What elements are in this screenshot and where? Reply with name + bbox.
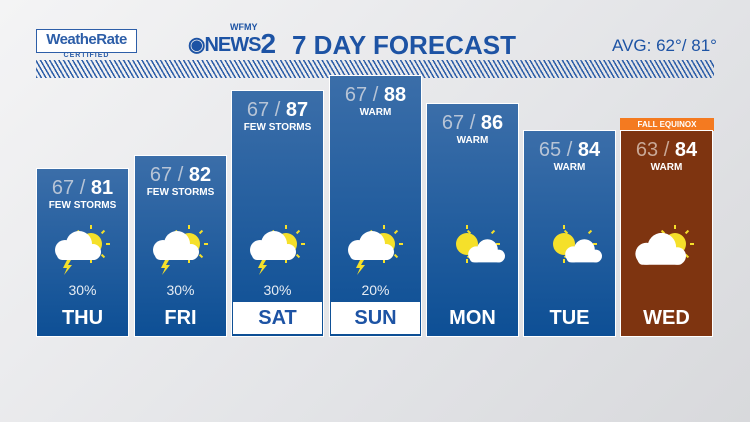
station-logo: WFMY ◉NEWS2 — [188, 22, 276, 59]
low-temp: 67 — [149, 164, 173, 186]
day-card-sat[interactable]: 67 / 87 FEW STORMS 30% SAT — [231, 90, 324, 337]
logo-subtext: CERTIFIED — [63, 52, 110, 59]
day-label: WED — [643, 307, 690, 329]
temps: 67 / 81 — [51, 177, 114, 199]
storm-icon — [153, 225, 208, 275]
partly-cloudy-icon — [635, 225, 694, 265]
brand-number: 2 — [260, 28, 276, 59]
day-card-fri[interactable]: 67 / 82 FEW STORMS 30% FRI — [134, 155, 227, 337]
day-card-thu[interactable]: 67 / 81 FEW STORMS 30% THU — [36, 168, 129, 337]
average-temps: AVG: 62°/ 81° — [612, 36, 717, 55]
storm-icon — [250, 225, 305, 275]
partly-sunny-icon — [553, 225, 602, 263]
high-temp: 81 — [90, 177, 114, 199]
temps: 67 / 87 — [246, 99, 309, 121]
condition: WARM — [650, 162, 683, 173]
stripe-divider — [36, 60, 714, 78]
high-temp: 82 — [188, 164, 212, 186]
condition: WARM — [456, 135, 489, 146]
fall-equinox-tag: FALL EQUINOX — [620, 118, 714, 131]
precip-chance: 30% — [166, 282, 195, 298]
condition: FEW STORMS — [48, 200, 117, 211]
high-temp: 84 — [577, 139, 601, 161]
brand-top: WFMY — [230, 22, 258, 32]
brand-name: NEWS — [204, 34, 261, 56]
weatherate-logo: WeatheRate CERTIFIED — [36, 29, 137, 59]
temps: 63 / 84 — [635, 139, 698, 161]
low-temp: 67 — [51, 177, 75, 199]
day-label: TUE — [549, 307, 590, 329]
day-card-mon[interactable]: 67 / 86 WARM MON — [426, 103, 519, 337]
high-temp: 88 — [383, 84, 407, 106]
day-label: THU — [61, 307, 104, 329]
partly-sunny-icon — [456, 225, 505, 263]
precip-chance: 30% — [68, 282, 97, 298]
page-title: 7 DAY FORECAST — [292, 30, 516, 60]
low-temp: 63 — [635, 139, 659, 161]
day-card-tue[interactable]: 65 / 84 WARM TUE — [523, 130, 616, 337]
high-temp: 86 — [480, 112, 504, 134]
day-label: SUN — [331, 302, 420, 334]
low-temp: 67 — [246, 99, 270, 121]
day-label: SAT — [233, 302, 322, 334]
high-temp: 87 — [285, 99, 309, 121]
low-temp: 65 — [538, 139, 562, 161]
low-temp: 67 — [441, 112, 465, 134]
precip-chance: 20% — [361, 282, 390, 298]
day-card-wed[interactable]: 63 / 84 WARM WED — [620, 130, 713, 337]
precip-chance: 30% — [263, 282, 292, 298]
condition: WARM — [359, 107, 392, 118]
temps: 67 / 82 — [149, 164, 212, 186]
storm-icon — [55, 225, 110, 275]
temps: 67 / 86 — [441, 112, 504, 134]
high-temp: 84 — [674, 139, 698, 161]
day-label: FRI — [164, 307, 197, 329]
temps: 65 / 84 — [538, 139, 601, 161]
temps: 67 / 88 — [344, 84, 407, 106]
condition: FEW STORMS — [146, 187, 215, 198]
storm-icon — [348, 225, 403, 275]
logo-text: WeatheRate — [46, 31, 127, 48]
condition: WARM — [553, 162, 586, 173]
day-label: MON — [449, 307, 496, 329]
condition: FEW STORMS — [243, 122, 312, 133]
low-temp: 67 — [344, 84, 368, 106]
day-card-sun[interactable]: 67 / 88 WARM 20% SUN — [329, 75, 422, 337]
